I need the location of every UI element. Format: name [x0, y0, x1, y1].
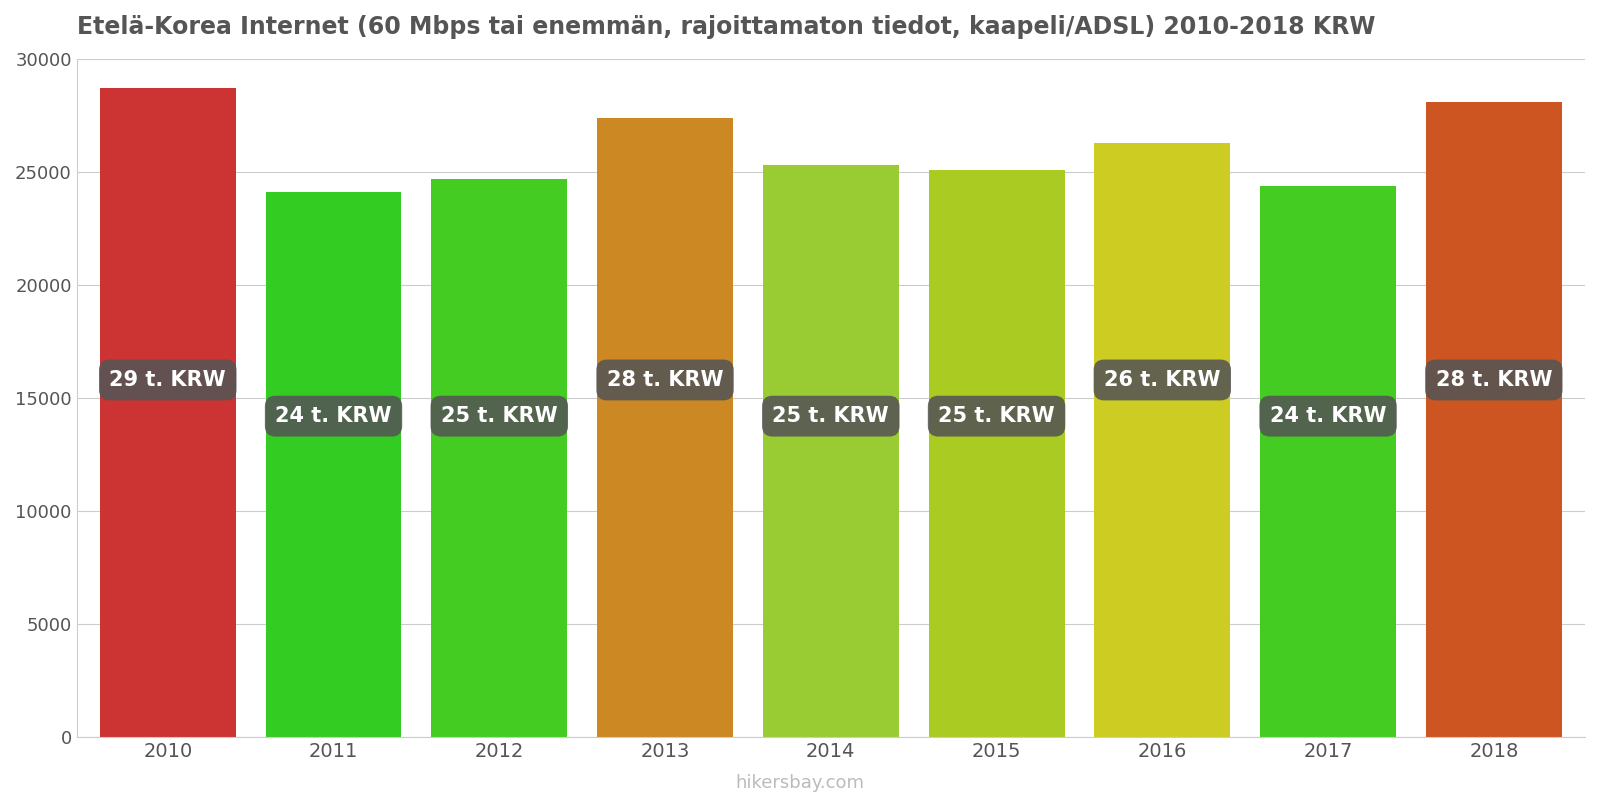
- Text: 25 t. KRW: 25 t. KRW: [773, 406, 890, 426]
- Text: Etelä-Korea Internet (60 Mbps tai enemmän, rajoittamaton tiedot, kaapeli/ADSL) 2: Etelä-Korea Internet (60 Mbps tai enemmä…: [77, 15, 1374, 39]
- Bar: [1426, 102, 1562, 737]
- Text: 25 t. KRW: 25 t. KRW: [442, 406, 558, 426]
- Bar: [597, 118, 733, 737]
- Bar: [1094, 142, 1230, 737]
- Bar: [763, 166, 899, 737]
- Text: 24 t. KRW: 24 t. KRW: [275, 406, 392, 426]
- Text: 29 t. KRW: 29 t. KRW: [109, 370, 226, 390]
- Text: 28 t. KRW: 28 t. KRW: [606, 370, 723, 390]
- Bar: [1261, 186, 1397, 737]
- Text: 26 t. KRW: 26 t. KRW: [1104, 370, 1221, 390]
- Bar: [928, 170, 1064, 737]
- Bar: [432, 179, 568, 737]
- Text: hikersbay.com: hikersbay.com: [736, 774, 864, 792]
- Text: 24 t. KRW: 24 t. KRW: [1270, 406, 1386, 426]
- Text: 28 t. KRW: 28 t. KRW: [1435, 370, 1552, 390]
- Text: 25 t. KRW: 25 t. KRW: [938, 406, 1054, 426]
- Bar: [266, 192, 402, 737]
- Bar: [99, 88, 235, 737]
